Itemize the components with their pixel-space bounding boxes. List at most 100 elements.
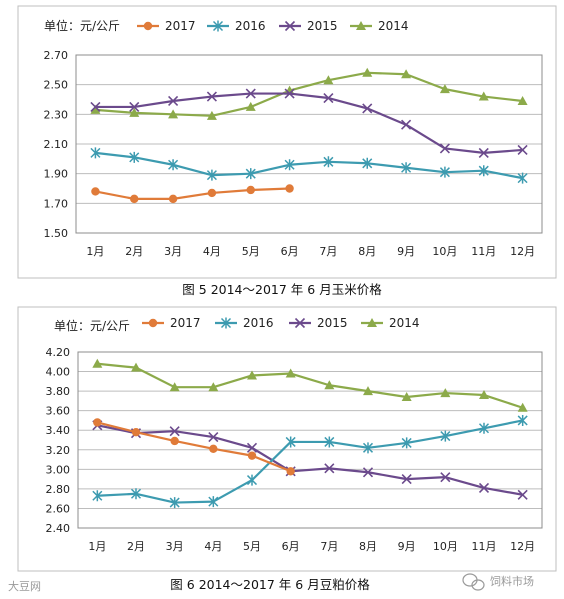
legend-entry-2014: 2014 [361,316,420,330]
series-line-2017 [95,187,290,200]
data-point-2016 [401,437,412,449]
data-point-2014 [285,368,296,378]
data-point-2015 [362,467,374,478]
data-point-2016 [284,159,295,171]
data-point-2016 [401,162,412,174]
x-tick-label: 8月 [359,540,377,553]
data-point-2017 [168,194,178,204]
y-tick-label: 3.60 [46,405,71,418]
y-tick-label: 1.50 [44,227,69,240]
data-point-2015 [169,426,180,437]
legend-marker [148,318,158,328]
series-line-2016 [97,419,523,504]
data-point-2014 [363,386,373,396]
x-tick-label: 3月 [166,540,184,553]
y-tick-label: 3.80 [46,385,71,398]
x-tick-label: 8月 [358,245,376,258]
data-point-2017 [209,444,218,453]
data-point-2016 [478,165,489,177]
y-tick-label: 2.60 [46,502,71,515]
x-tick-label: 1月 [88,540,106,553]
plot-area-border [75,54,543,234]
y-tick-label: 2.30 [44,108,69,121]
x-tick-label: 3月 [164,245,182,258]
chart-1-caption: 图 5 2014～2017 年 6 月玉米价格 [182,282,382,297]
legend-label: 2015 [307,19,338,33]
legend-marker [356,21,366,30]
y-tick-label: 3.20 [46,444,71,457]
data-point-2015 [517,144,528,155]
legend-label: 2015 [317,316,348,330]
data-point-2016 [324,436,335,448]
legend-label: 2016 [243,316,274,330]
legend-label: 2014 [378,19,409,33]
data-point-2016 [206,169,217,181]
data-point-2016 [169,497,180,509]
x-tick-label: 4月 [204,540,222,553]
data-point-2016 [439,166,450,178]
data-point-2015 [323,92,334,104]
x-tick-label: 9月 [398,540,416,553]
legend-label: 2014 [389,316,420,330]
legend-marker [367,318,377,327]
x-tick-label: 12月 [510,245,535,258]
legend-entry-2016: 2016 [207,19,266,33]
x-tick-label: 1月 [86,245,104,258]
chart-1-legend: 2017 2016 2015 2014 [137,19,409,33]
data-point-2015 [517,489,528,500]
legend-label: 2017 [165,19,196,33]
data-point-2015 [440,472,451,483]
series-2015 [92,420,528,500]
data-point-2017 [130,194,139,204]
x-tick-label: 12月 [510,540,535,553]
data-point-2017 [247,451,257,460]
legend-marker [143,21,153,31]
data-point-2015 [246,442,258,453]
data-point-2015 [439,143,450,154]
data-point-2016 [130,488,142,500]
legend-label: 2017 [170,316,201,330]
data-point-2014 [92,358,103,368]
data-point-2015 [245,88,256,99]
series-line-2014 [97,362,524,409]
chart-2-axes: 4.20 4.00 3.80 3.60 3.40 3.20 3.00 2.80 2.60 2.40… [46,346,543,553]
data-point-2015 [478,482,490,493]
legend-marker [294,317,306,329]
x-tick-label: 4月 [203,245,221,258]
series-2015 [90,88,528,158]
data-point-2014 [168,109,179,119]
data-point-2014 [208,382,219,392]
data-point-2016 [92,490,103,502]
data-point-2016 [362,157,373,169]
data-point-2014 [478,91,489,101]
y-tick-label: 2.40 [46,522,71,535]
x-tick-label: 6月 [281,245,299,258]
data-point-2016 [362,442,374,454]
data-point-2015 [284,88,295,99]
data-point-2014 [129,107,140,117]
data-point-2016 [517,172,528,184]
data-point-2017 [207,188,217,198]
data-point-2015 [324,463,335,474]
series-line-2015 [97,424,523,496]
legend-marker [284,20,296,32]
series-line-2015 [95,92,523,154]
x-tick-label: 11月 [472,540,497,553]
series-2014 [90,67,528,120]
data-point-2014 [362,67,373,77]
data-point-2016 [478,422,490,434]
data-point-2016 [246,474,258,486]
data-point-2014 [245,101,256,111]
y-tick-label: 1.70 [44,197,69,210]
x-tick-label: 11月 [471,245,496,258]
legend-entry-2017: 2017 [142,316,201,330]
data-point-2016 [285,436,296,448]
data-point-2017 [246,185,255,195]
series-2017 [93,418,295,476]
series-2017 [91,184,294,204]
data-point-2014 [324,380,335,390]
y-tick-label: 1.90 [44,168,69,181]
series-2016 [92,414,528,509]
y-tick-label: 3.40 [46,424,71,437]
data-point-2014 [479,390,489,400]
